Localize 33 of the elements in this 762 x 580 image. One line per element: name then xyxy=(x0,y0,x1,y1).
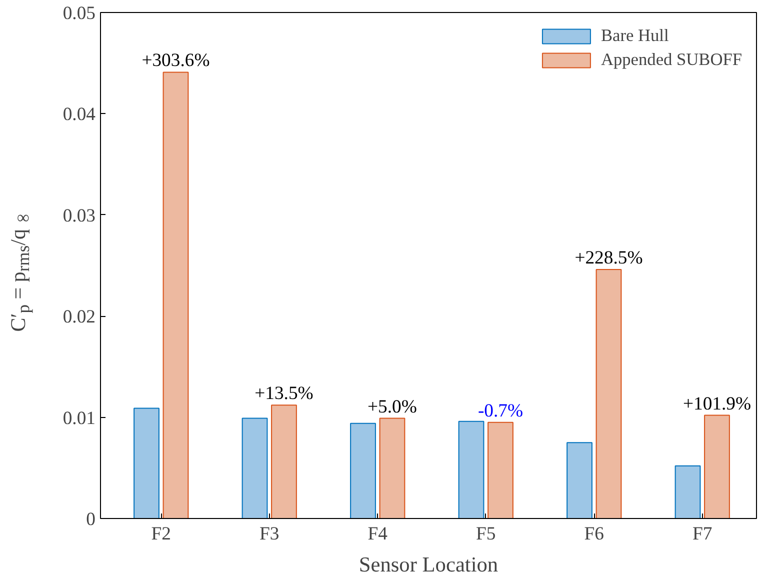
x-tick-label: F7 xyxy=(692,524,712,544)
annotation: -0.7% xyxy=(478,400,524,422)
x-tick-label: F6 xyxy=(584,524,604,544)
bar xyxy=(674,465,701,518)
x-tick-label: F2 xyxy=(151,524,171,544)
bar xyxy=(134,408,160,518)
y-tick-label: 0 xyxy=(86,509,96,530)
annotation: +303.6% xyxy=(142,50,210,72)
x-tick-label: F3 xyxy=(260,524,280,544)
bar xyxy=(379,418,406,518)
annotation: +101.9% xyxy=(682,393,752,414)
bar xyxy=(242,418,268,518)
x-tick-label: F5 xyxy=(476,524,496,544)
annotation: +5.0% xyxy=(368,396,417,418)
y-tick-label: 0.01 xyxy=(62,408,96,429)
x-axis-title: Sensor Location xyxy=(358,552,498,576)
bar xyxy=(566,442,592,518)
legend-label: Bare Hull xyxy=(600,26,669,46)
bar xyxy=(596,269,622,518)
bar xyxy=(488,422,514,518)
y-tick-label: 0.04 xyxy=(62,104,96,126)
bar xyxy=(350,422,376,518)
bar xyxy=(458,420,484,518)
annotation: +13.5% xyxy=(254,383,314,404)
y-tick-label: 0.05 xyxy=(62,3,96,24)
bar xyxy=(704,414,730,518)
annotation: +228.5% xyxy=(574,248,643,269)
bar xyxy=(271,404,297,518)
y-tick-label: 0.02 xyxy=(62,306,96,328)
legend-label: Appended SUBOFF xyxy=(600,50,742,70)
x-tick-label: F4 xyxy=(368,524,388,544)
bar xyxy=(162,72,189,518)
y-tick-label: 0.03 xyxy=(62,205,96,226)
